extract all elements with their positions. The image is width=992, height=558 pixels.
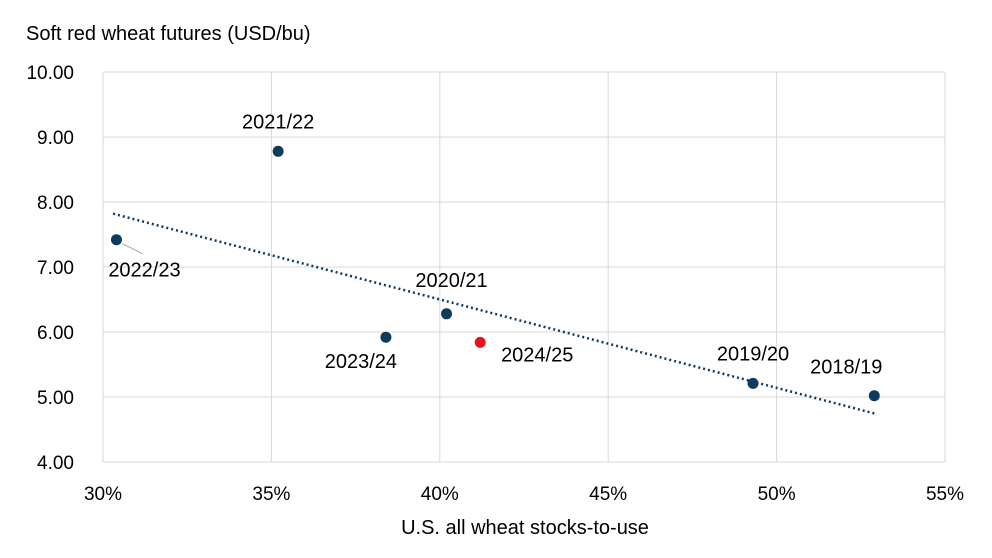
data-point: [110, 234, 122, 246]
trendline: [112, 212, 877, 416]
grid-layer: [102, 71, 946, 463]
data-point: [474, 336, 486, 348]
point-label: 2022/23: [108, 260, 180, 282]
point-labels-layer: 2018/19 2019/20 2020/21 2021/22 2022/23 2023/…: [108, 111, 882, 378]
y-tick-label: 10.00: [26, 63, 74, 84]
tick-labels-layer: 4.00 5.00 6.00 7.00 8.00 9.00 10.00 30% 35% 40% 45…: [26, 63, 964, 505]
y-axis-title: Soft red wheat futures (USD/bu): [26, 23, 311, 45]
points-layer: [110, 145, 880, 402]
data-point: [868, 390, 880, 402]
data-point: [380, 331, 392, 343]
data-point: [747, 377, 759, 389]
leader-line: [122, 243, 143, 255]
x-tick-label: 50%: [758, 484, 796, 505]
data-point: [441, 308, 453, 320]
y-tick-label: 9.00: [37, 128, 74, 149]
y-tick-label: 7.00: [37, 258, 74, 279]
point-label: 2023/24: [325, 351, 397, 373]
x-tick-label: 30%: [84, 484, 122, 505]
x-axis-title: U.S. all wheat stocks-to-use: [401, 517, 649, 539]
y-tick-label: 4.00: [37, 453, 74, 474]
point-label: 2020/21: [415, 270, 487, 292]
y-tick-label: 6.00: [37, 323, 74, 344]
x-tick-label: 35%: [252, 484, 290, 505]
data-point: [272, 145, 284, 157]
y-tick-label: 8.00: [37, 193, 74, 214]
y-tick-label: 5.00: [37, 388, 74, 409]
point-label: 2019/20: [717, 343, 789, 365]
point-label: 2018/19: [810, 357, 882, 379]
point-label: 2024/25: [501, 344, 573, 366]
x-tick-label: 45%: [589, 484, 627, 505]
trendline-layer: [112, 212, 877, 416]
point-label: 2021/22: [242, 111, 314, 133]
x-tick-label: 55%: [926, 484, 964, 505]
x-tick-label: 40%: [421, 484, 459, 505]
